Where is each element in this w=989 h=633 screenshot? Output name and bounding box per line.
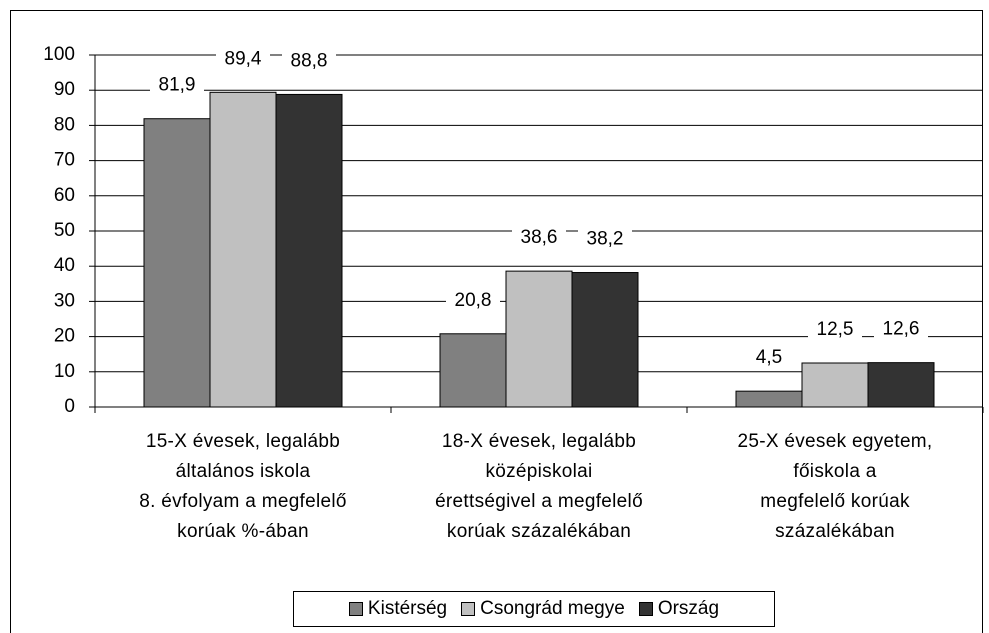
bar: [735, 390, 803, 408]
label-bg: [150, 73, 204, 98]
label-bg: [216, 47, 270, 72]
y-tick-label: 80: [54, 114, 75, 135]
y-tick-label: 30: [54, 290, 75, 311]
label-bg: [742, 346, 796, 371]
label-bg: [446, 288, 500, 313]
bar: [275, 93, 343, 408]
data-label: 12,6: [883, 319, 920, 340]
y-tick-label: 10: [54, 361, 75, 382]
legend-label: Ország: [657, 598, 720, 619]
legend-item: Kistérség: [348, 598, 448, 620]
label-bg: [512, 226, 566, 251]
legend-swatch: [461, 602, 476, 616]
y-tick-label: 40: [54, 255, 75, 276]
label-bg: [578, 227, 632, 252]
legend-swatch: [638, 602, 653, 616]
label-bg: [874, 317, 928, 342]
legend-label: Kistérség: [367, 598, 448, 619]
bar: [505, 270, 573, 408]
data-label: 38,6: [521, 227, 558, 248]
data-label: 4,5: [756, 347, 782, 368]
bar: [143, 118, 211, 408]
data-label: 88,8: [291, 50, 328, 71]
bar: [867, 362, 935, 408]
legend: Kistérség Csongrád megye Ország: [293, 591, 775, 627]
bar: [801, 362, 869, 408]
y-tick-label: 100: [43, 44, 75, 65]
data-label: 38,2: [587, 229, 624, 250]
data-label: 20,8: [455, 290, 492, 311]
legend-label: Csongrád megye: [480, 598, 625, 619]
data-label: 81,9: [159, 75, 196, 96]
label-bg: [808, 318, 862, 342]
data-label: 12,5: [817, 319, 854, 340]
y-tick-label: 50: [54, 220, 75, 241]
x-tick-label: 15-X évesek, legalább általános iskola 8…: [139, 431, 347, 542]
x-tick-label: 18-X évesek, legalább középiskolai érett…: [435, 431, 643, 542]
bar: [209, 91, 277, 408]
data-label: 89,4: [225, 48, 262, 69]
y-tick-label: 60: [54, 185, 75, 206]
label-bg: [282, 49, 336, 74]
y-tick-label: 70: [54, 150, 75, 171]
legend-item: Ország: [638, 598, 720, 620]
legend-swatch: [348, 602, 363, 616]
chart-border: [10, 10, 983, 633]
y-tick-label: 20: [54, 326, 75, 347]
y-tick-label: 0: [64, 396, 75, 417]
x-tick-label: 25-X évesek egyetem, főiskola a megfelel…: [737, 431, 933, 542]
legend-item: Csongrád megye: [461, 598, 625, 620]
bar: [439, 333, 507, 408]
y-tick-label: 90: [54, 79, 75, 100]
bar: [571, 272, 639, 408]
